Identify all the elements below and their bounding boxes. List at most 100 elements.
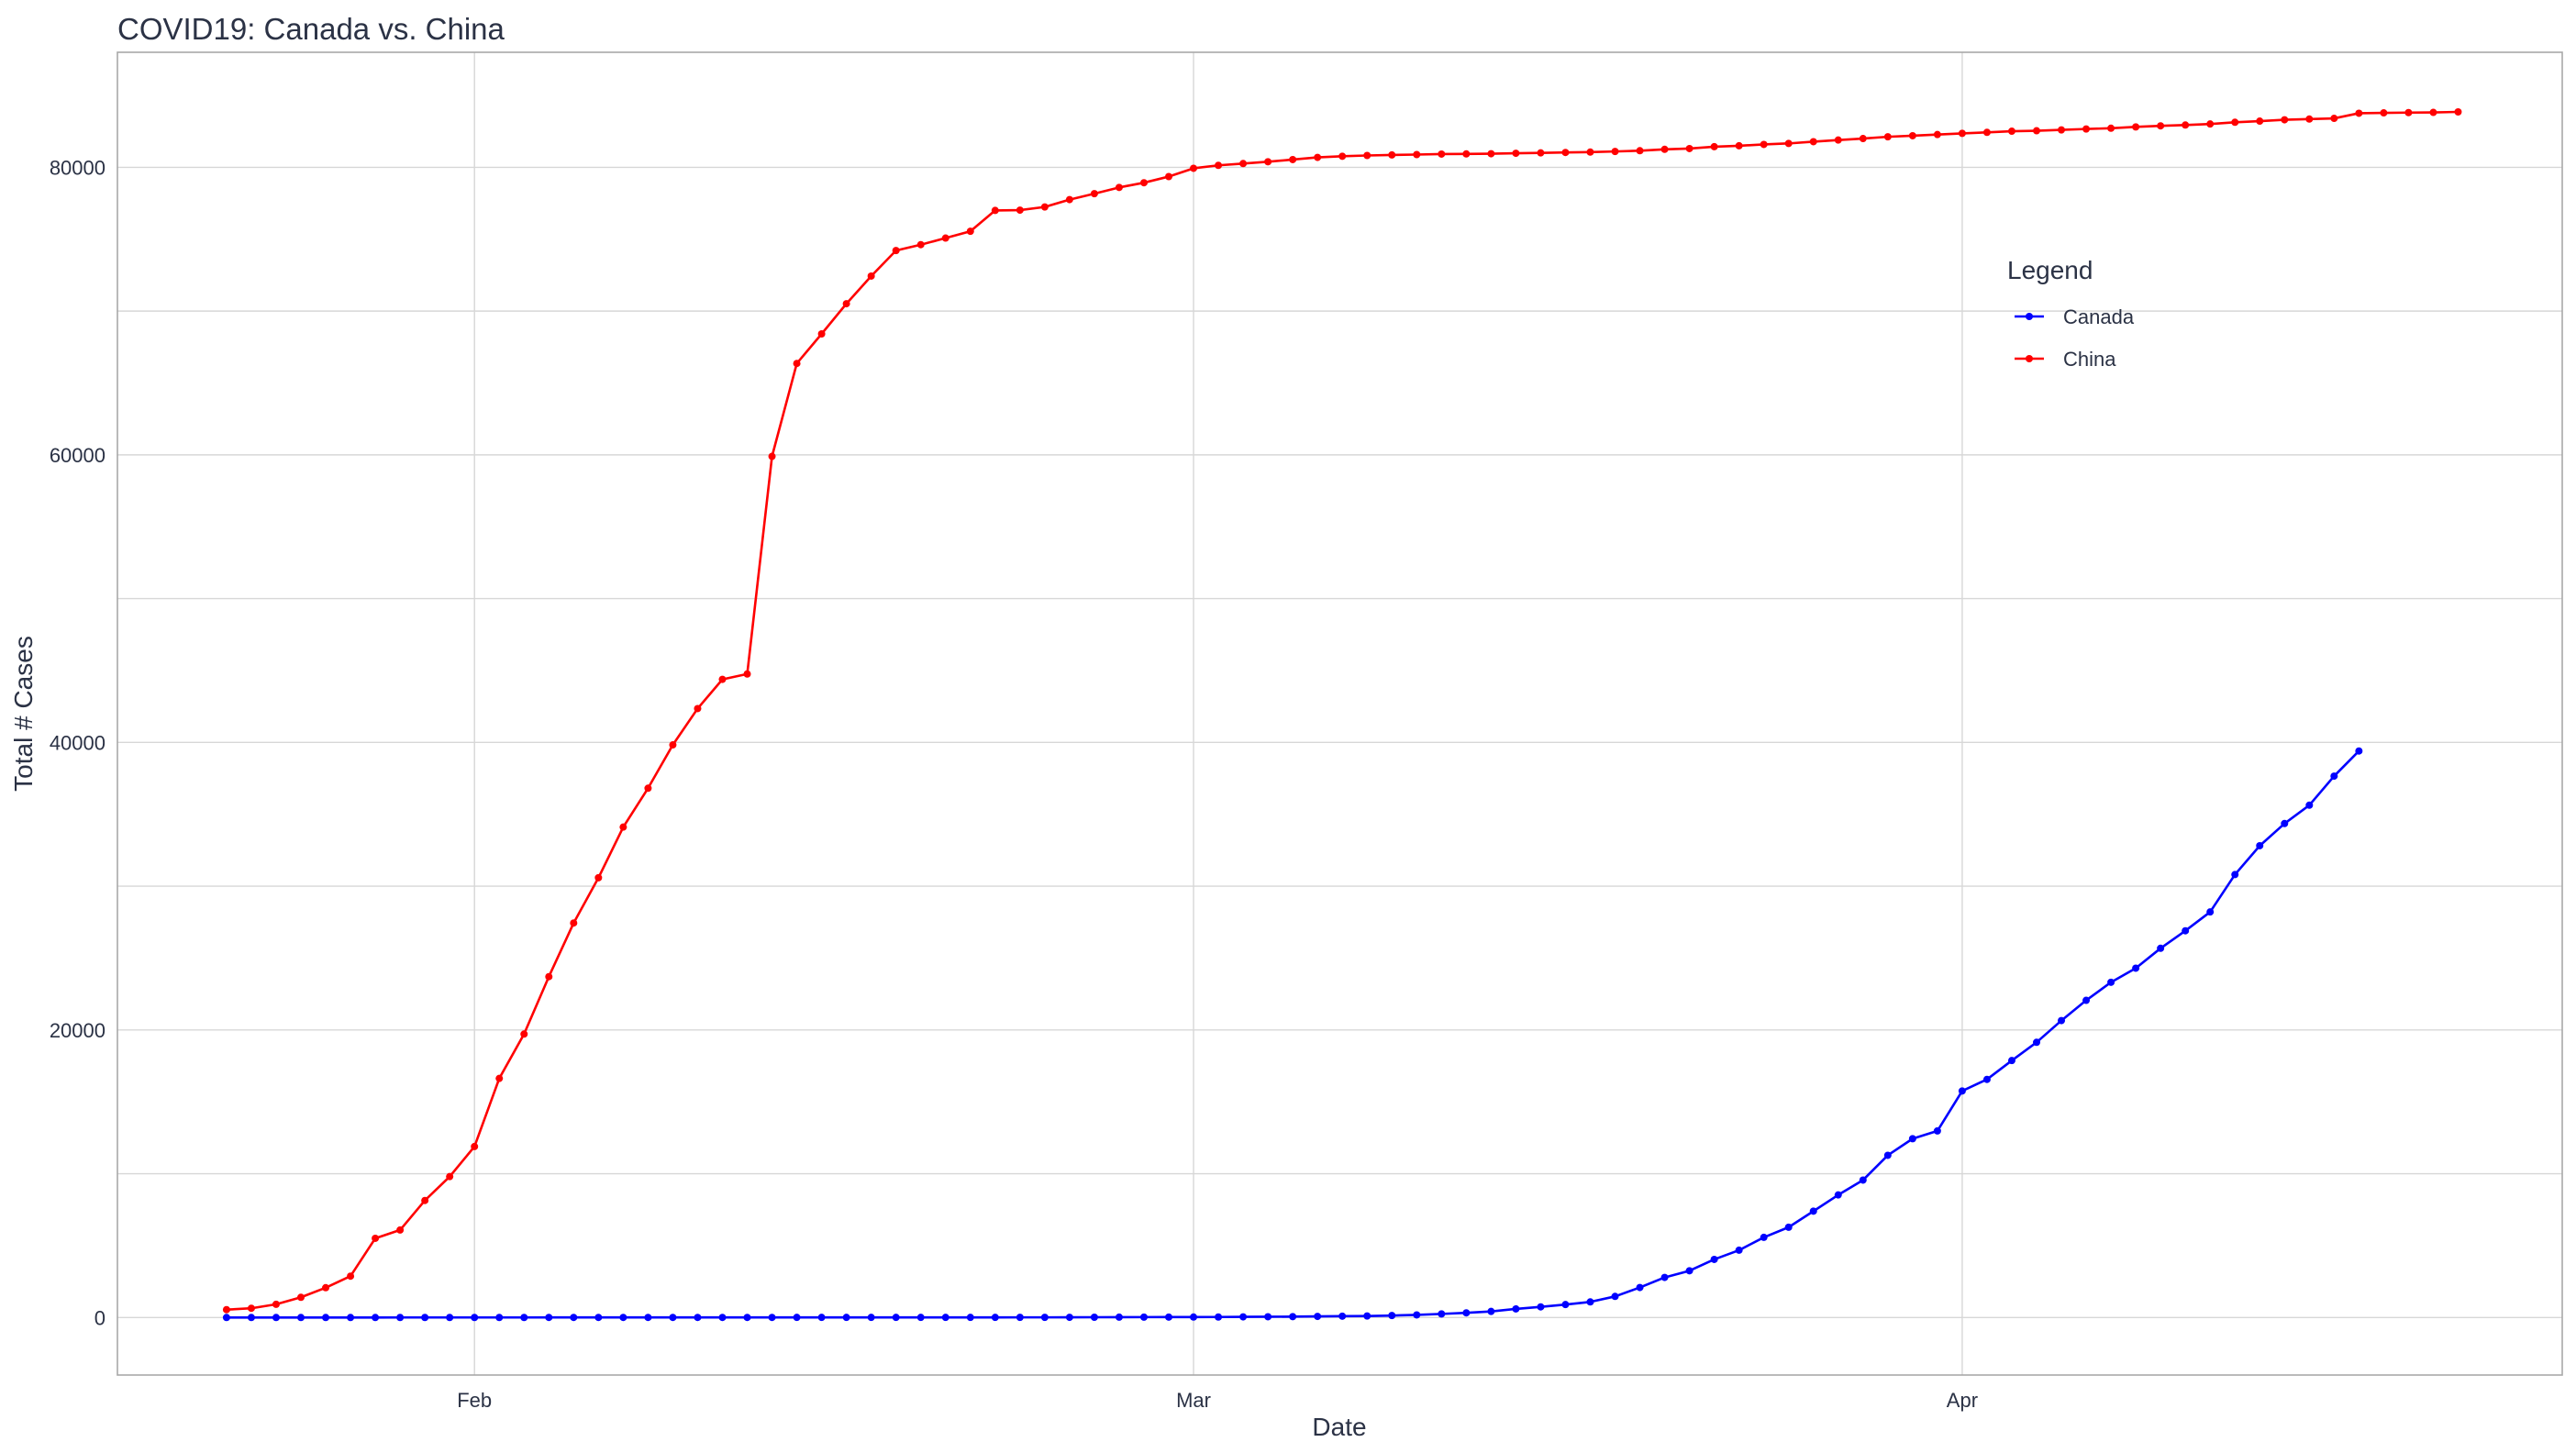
data-point-china bbox=[1040, 203, 1049, 211]
data-point-canada bbox=[1264, 1313, 1272, 1321]
data-point-china bbox=[1413, 150, 1421, 159]
data-point-china bbox=[520, 1030, 528, 1038]
data-point-canada bbox=[1363, 1312, 1371, 1320]
data-point-china bbox=[1363, 151, 1371, 160]
data-point-china bbox=[1165, 172, 1172, 181]
data-point-china bbox=[372, 1234, 380, 1242]
data-point-canada bbox=[2182, 926, 2190, 935]
data-point-canada bbox=[272, 1314, 280, 1322]
x-tick-label: Feb bbox=[457, 1389, 492, 1412]
data-point-china bbox=[1338, 152, 1347, 161]
data-point-canada bbox=[2355, 747, 2363, 755]
data-point-china bbox=[2007, 128, 2015, 136]
data-point-canada bbox=[793, 1314, 801, 1322]
data-point-canada bbox=[1784, 1223, 1793, 1231]
data-point-canada bbox=[1090, 1313, 1098, 1321]
data-point-china bbox=[446, 1172, 454, 1181]
legend-marker-canada bbox=[2026, 313, 2033, 320]
data-point-china bbox=[1611, 148, 1619, 156]
data-point-china bbox=[2182, 121, 2190, 129]
y-axis-title: Total # Cases bbox=[9, 636, 38, 792]
legend-marker-china bbox=[2026, 355, 2033, 362]
data-point-canada bbox=[1660, 1273, 1669, 1281]
data-point-canada bbox=[1190, 1313, 1198, 1321]
data-point-china bbox=[2132, 123, 2140, 131]
data-point-china bbox=[1685, 144, 1693, 152]
data-point-china bbox=[718, 675, 727, 683]
data-point-canada bbox=[1908, 1135, 1916, 1143]
data-point-china bbox=[1115, 183, 1123, 192]
data-point-canada bbox=[446, 1314, 454, 1322]
data-point-canada bbox=[1883, 1151, 1892, 1159]
data-point-china bbox=[694, 704, 702, 713]
data-point-canada bbox=[247, 1314, 255, 1322]
data-point-canada bbox=[1438, 1310, 1446, 1318]
legend-title: Legend bbox=[2007, 256, 2093, 284]
data-point-china bbox=[1239, 160, 1248, 168]
data-point-canada bbox=[2082, 996, 2091, 1004]
data-point-canada bbox=[1165, 1313, 1172, 1321]
data-point-canada bbox=[941, 1314, 949, 1322]
data-point-canada bbox=[768, 1314, 776, 1322]
data-point-china bbox=[1586, 148, 1594, 156]
data-point-canada bbox=[2007, 1057, 2015, 1065]
data-point-canada bbox=[1413, 1311, 1421, 1319]
data-point-china bbox=[1314, 153, 1322, 161]
data-point-canada bbox=[619, 1314, 627, 1322]
data-point-canada bbox=[1040, 1314, 1049, 1322]
data-point-china bbox=[2330, 115, 2338, 123]
data-point-china bbox=[2082, 125, 2091, 133]
data-point-canada bbox=[1512, 1304, 1520, 1313]
data-point-canada bbox=[1289, 1313, 1297, 1321]
data-point-canada bbox=[966, 1314, 974, 1322]
data-point-canada bbox=[1933, 1126, 1941, 1135]
data-point-canada bbox=[1834, 1191, 1842, 1199]
data-point-china bbox=[991, 206, 999, 215]
data-point-china bbox=[743, 670, 751, 678]
data-point-canada bbox=[520, 1314, 528, 1322]
data-point-canada bbox=[1685, 1267, 1693, 1275]
y-tick-label: 0 bbox=[94, 1306, 105, 1329]
data-point-china bbox=[867, 272, 875, 280]
plot-panel bbox=[117, 51, 2563, 1376]
data-point-china bbox=[396, 1226, 405, 1234]
data-point-china bbox=[892, 247, 900, 255]
data-point-china bbox=[1809, 138, 1817, 146]
data-point-china bbox=[594, 873, 603, 882]
data-point-china bbox=[570, 919, 578, 927]
data-point-canada bbox=[1982, 1075, 1991, 1083]
data-point-china bbox=[1139, 179, 1148, 187]
data-point-china bbox=[669, 741, 677, 749]
y-tick-label: 20000 bbox=[50, 1019, 105, 1042]
data-point-china bbox=[2355, 109, 2363, 117]
data-point-china bbox=[817, 330, 826, 338]
data-point-china bbox=[768, 452, 776, 460]
data-point-china bbox=[1859, 135, 1867, 143]
series-layer bbox=[222, 108, 2462, 1322]
data-point-canada bbox=[2157, 944, 2165, 952]
data-point-canada bbox=[2305, 801, 2314, 809]
data-point-china bbox=[1636, 147, 1644, 155]
data-point-canada bbox=[743, 1314, 751, 1322]
data-point-china bbox=[495, 1074, 504, 1082]
data-point-china bbox=[1933, 130, 1941, 139]
data-point-china bbox=[1487, 150, 1495, 158]
data-point-canada bbox=[1760, 1233, 1768, 1241]
y-tick-label: 80000 bbox=[50, 156, 105, 179]
data-point-canada bbox=[1636, 1283, 1644, 1292]
chart-title: COVID19: Canada vs. China bbox=[117, 12, 505, 46]
data-point-canada bbox=[1338, 1312, 1347, 1320]
data-point-canada bbox=[991, 1314, 999, 1322]
data-point-china bbox=[222, 1305, 230, 1314]
data-point-canada bbox=[1809, 1207, 1817, 1215]
data-point-canada bbox=[1115, 1313, 1123, 1321]
data-point-china bbox=[1388, 150, 1396, 159]
data-point-china bbox=[1735, 141, 1743, 150]
data-point-china bbox=[1438, 150, 1446, 158]
data-point-china bbox=[1561, 149, 1570, 157]
data-point-canada bbox=[2206, 908, 2215, 916]
data-point-china bbox=[2281, 116, 2289, 124]
grid-layer bbox=[117, 52, 2562, 1375]
data-point-china bbox=[1065, 195, 1073, 204]
